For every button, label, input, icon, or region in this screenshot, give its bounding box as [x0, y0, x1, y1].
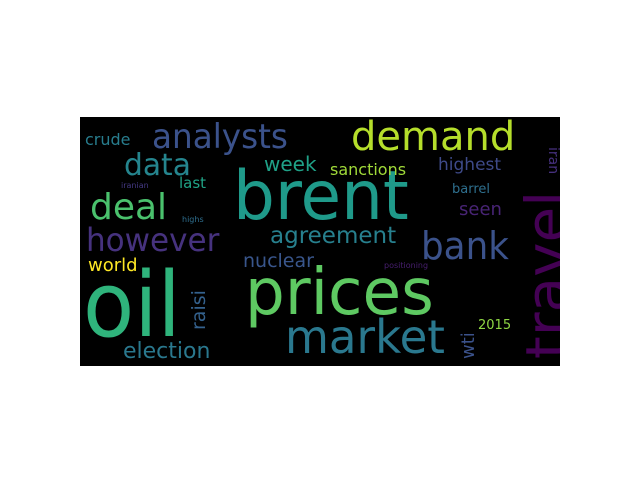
word-highs: highs: [182, 215, 204, 224]
word-wti: wti: [458, 332, 479, 359]
word-sanctions: sanctions: [330, 160, 407, 179]
word-bank: bank: [421, 224, 509, 268]
word-analysts: analysts: [152, 117, 288, 157]
word-seen: seen: [459, 199, 502, 220]
word-cloud: oil prices brent demand travel market an…: [80, 117, 560, 366]
word-however: however: [86, 221, 220, 259]
word-oil: oil: [83, 253, 181, 358]
word-crude: crude: [85, 130, 131, 149]
word-travel: travel: [513, 190, 560, 359]
word-demand: demand: [351, 117, 516, 160]
word-raisi: raisi: [188, 290, 210, 330]
word-agreement: agreement: [270, 223, 397, 249]
word-nuclear: nuclear: [243, 250, 314, 272]
word-last: last: [179, 174, 207, 192]
word-prices: prices: [245, 256, 434, 330]
word-barrel: barrel: [452, 182, 491, 197]
word-brent: brent: [233, 157, 409, 236]
word-deal: deal: [90, 187, 168, 228]
word-highest: highest: [438, 155, 502, 175]
word-iran: iran: [545, 147, 560, 175]
word-positioning: positioning: [384, 261, 429, 270]
word-data: data: [124, 148, 191, 183]
word-iranian: iranian: [121, 181, 149, 190]
word-market: market: [285, 310, 445, 364]
word-week: week: [264, 152, 317, 176]
word-2015: 2015: [478, 318, 512, 333]
word-election: election: [123, 339, 211, 364]
word-world: world: [88, 255, 138, 276]
